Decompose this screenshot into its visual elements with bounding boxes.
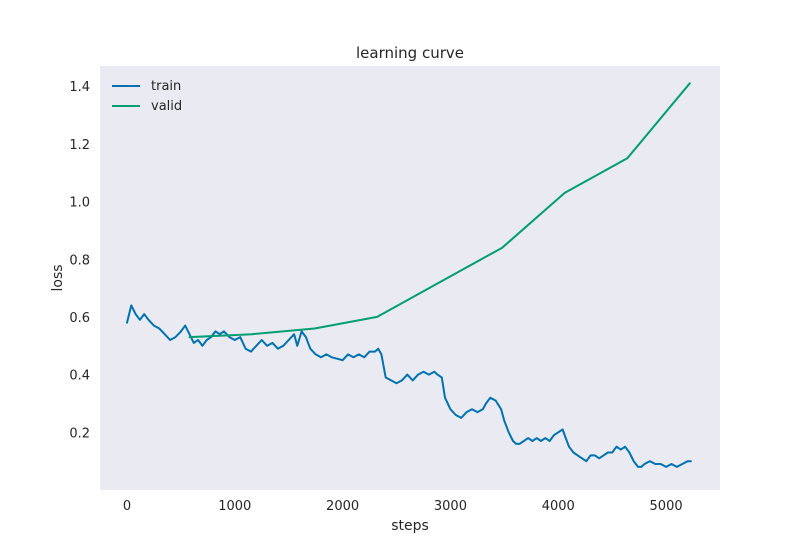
legend-label-train: train — [151, 79, 181, 94]
series-line-train — [126, 304, 692, 468]
x-tick-label: 5000 — [650, 499, 683, 514]
x-tick-label: 0 — [123, 499, 131, 514]
y-axis-ticks: 0.2 0.4 0.6 0.8 1.0 1.2 1.4 — [69, 80, 90, 441]
series-layer — [126, 82, 692, 468]
y-tick-label: 1.0 — [69, 196, 90, 211]
x-tick-label: 4000 — [542, 499, 575, 514]
legend-label-valid: valid — [151, 99, 182, 114]
x-axis-ticks: 0 1000 2000 3000 4000 5000 — [123, 499, 683, 514]
y-tick-label: 0.4 — [69, 369, 90, 384]
x-tick-label: 1000 — [218, 499, 251, 514]
y-tick-label: 1.4 — [69, 80, 90, 95]
y-tick-label: 0.2 — [69, 426, 90, 441]
y-tick-label: 0.6 — [69, 311, 90, 326]
x-tick-label: 2000 — [326, 499, 359, 514]
y-tick-label: 0.8 — [69, 253, 90, 268]
series-line-valid — [188, 82, 691, 339]
x-axis-label: steps — [391, 518, 429, 534]
y-axis-label: loss — [50, 264, 66, 291]
y-tick-label: 1.2 — [69, 138, 90, 153]
chart-title: learning curve — [356, 44, 464, 62]
plot-area — [100, 66, 720, 490]
x-tick-label: 3000 — [434, 499, 467, 514]
legend: train valid — [112, 79, 182, 114]
